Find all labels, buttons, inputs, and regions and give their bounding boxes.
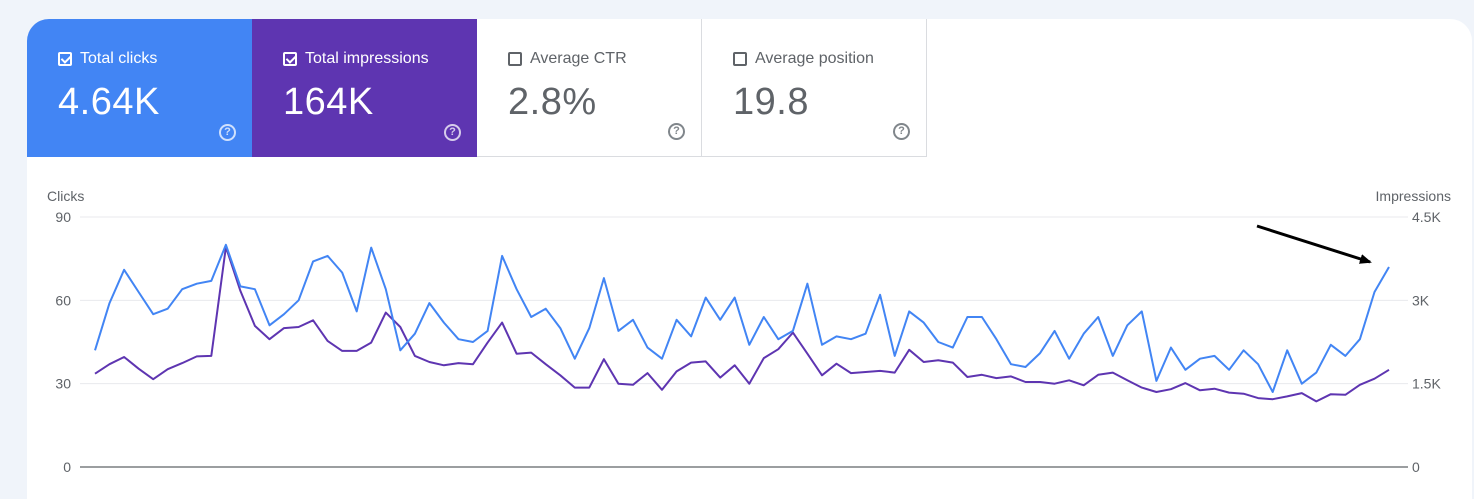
- metric-total-clicks[interactable]: Total clicks 4.64K ?: [27, 19, 252, 157]
- y-right-tick-label: 4.5K: [1412, 209, 1441, 225]
- metric-total-impressions[interactable]: Total impressions 164K ?: [252, 19, 477, 157]
- y-right-axis-title: Impressions: [1376, 188, 1451, 204]
- metric-label: Total clicks: [80, 50, 158, 67]
- metric-value: 19.8: [733, 81, 809, 123]
- metric-label: Average position: [755, 50, 874, 67]
- y-left-axis-title: Clicks: [47, 188, 84, 204]
- y-left-tick-label: 60: [55, 292, 71, 308]
- performance-chart: Clicks Impressions 0 30 60 90 0 1.5K 3K 4.5K: [47, 188, 1451, 475]
- checkbox-unchecked-icon[interactable]: [733, 52, 747, 66]
- y-right-tick-label: 0: [1412, 459, 1420, 475]
- checkbox-checked-icon[interactable]: [283, 52, 297, 66]
- help-icon[interactable]: ?: [444, 124, 461, 141]
- help-icon[interactable]: ?: [668, 123, 685, 140]
- y-right-tick-label: 1.5K: [1412, 376, 1441, 392]
- y-left-tick-label: 30: [55, 376, 71, 392]
- metric-value: 4.64K: [58, 81, 160, 123]
- metric-label: Average CTR: [530, 50, 627, 67]
- series-layer: [94, 243, 1390, 403]
- y-left-ticks: 0 30 60 90: [55, 209, 71, 475]
- metric-value: 2.8%: [508, 81, 597, 123]
- metric-average-ctr[interactable]: Average CTR 2.8% ?: [477, 19, 702, 157]
- help-icon[interactable]: ?: [219, 124, 236, 141]
- annotation-arrow: [1256, 224, 1372, 264]
- metric-average-position[interactable]: Average position 19.8 ?: [702, 19, 927, 157]
- series-line-impressions: [94, 246, 1390, 403]
- y-left-tick-label: 0: [63, 459, 71, 475]
- series-line-clicks: [94, 243, 1390, 393]
- metric-label: Total impressions: [305, 50, 429, 67]
- metric-value: 164K: [283, 81, 374, 123]
- y-left-tick-label: 90: [55, 209, 71, 225]
- checkbox-checked-icon[interactable]: [58, 52, 72, 66]
- help-icon[interactable]: ?: [893, 123, 910, 140]
- y-right-ticks: 0 1.5K 3K 4.5K: [1412, 209, 1441, 475]
- checkbox-unchecked-icon[interactable]: [508, 52, 522, 66]
- y-right-tick-label: 3K: [1412, 292, 1430, 308]
- chart-grid: [80, 216, 1408, 468]
